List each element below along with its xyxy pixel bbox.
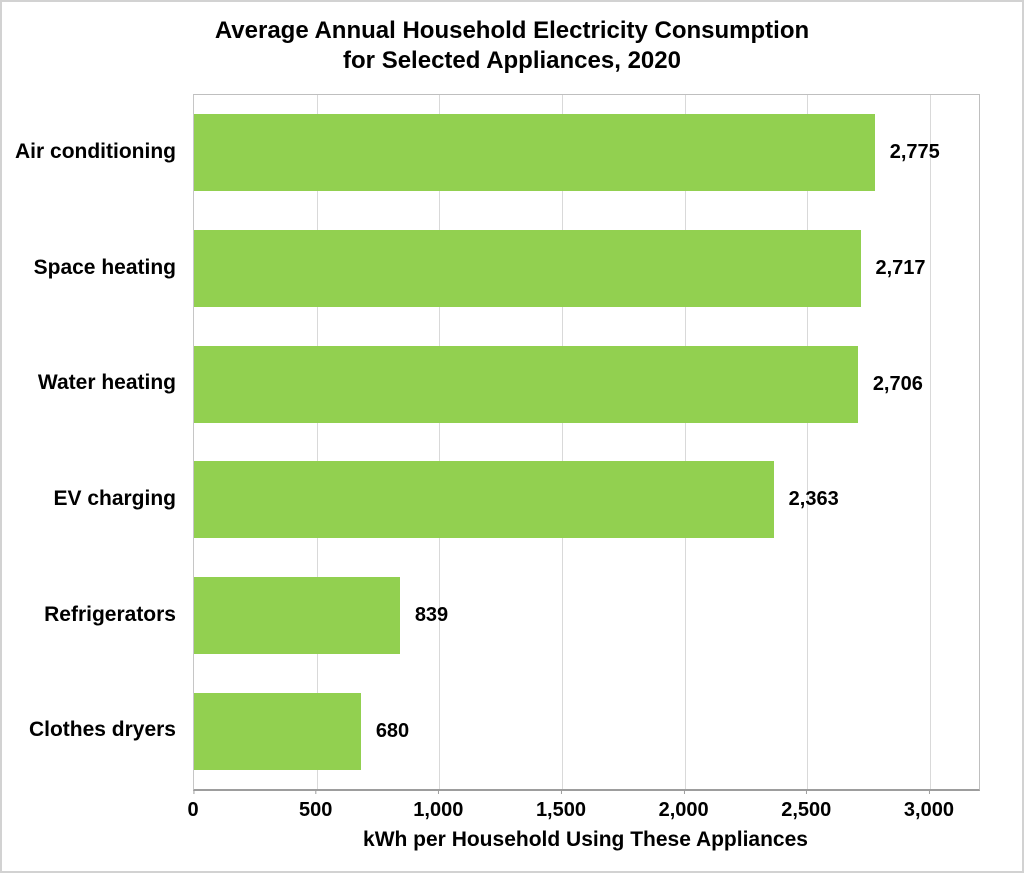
bar-value-label: 2,706 [872, 372, 923, 395]
bar [194, 345, 858, 423]
bar-value-label: 2,775 [889, 141, 940, 164]
x-tick-label: 3,000 [904, 790, 954, 822]
category-label: Air conditioning [15, 139, 176, 163]
category-label: Water heating [37, 371, 176, 395]
category-label: Refrigerators [44, 602, 176, 626]
x-tick-mark [193, 790, 194, 794]
x-tick-text: 3,000 [903, 799, 954, 821]
bar-row: 2,363 [194, 442, 979, 558]
category-axis-labels: Air conditioning Space heating Water heati… [2, 94, 176, 788]
bar-value-label: 680 [375, 719, 410, 742]
x-tick-text: 0 [187, 799, 199, 821]
bar-row: 2,775 [194, 95, 979, 211]
x-tick-text: 1,000 [413, 799, 464, 821]
x-tick-mark [683, 790, 685, 794]
chart-title: Average Annual Household Electricity Con… [2, 16, 1022, 76]
bar-row: 2,717 [194, 211, 979, 327]
x-tick-label: 2,500 [781, 790, 831, 822]
bar [194, 461, 774, 539]
x-tick-text: 1,500 [535, 799, 586, 821]
gridline-3000 [929, 95, 931, 789]
x-tick-mark [315, 790, 317, 794]
bar-value-label: 2,363 [788, 488, 839, 511]
gridline-500 [316, 95, 318, 789]
gridline-2500 [807, 95, 809, 789]
category-label: Space heating [33, 255, 176, 279]
x-tick-label: 0 [187, 790, 199, 822]
x-tick-text: 2,500 [781, 799, 832, 821]
x-axis-title: kWh per Household Using These Appliances [363, 828, 808, 851]
gridline-1000 [439, 95, 441, 789]
bar [194, 229, 861, 307]
x-tick-text: 2,000 [658, 799, 709, 821]
bar-row: 2,706 [194, 326, 979, 442]
category-label: Clothes dryers [28, 718, 176, 742]
bar [194, 114, 875, 192]
bar-row: 839 [194, 558, 979, 674]
gridline-2000 [684, 95, 686, 789]
bar-value-label: 2,717 [875, 256, 926, 279]
x-tick-mark [806, 790, 808, 794]
x-tick-label: 500 [299, 790, 332, 822]
gridline-1500 [561, 95, 563, 789]
bar-value-label: 839 [414, 603, 449, 626]
x-tick-mark [438, 790, 440, 794]
chart-title-line-2: for Selected Appliances, 2020 [343, 47, 681, 74]
x-tick-mark [928, 790, 930, 794]
x-tick-label: 2,000 [659, 790, 709, 822]
x-tick-mark [560, 790, 562, 794]
x-tick-text: 500 [298, 799, 333, 821]
category-label: EV charging [53, 486, 176, 510]
bar [194, 692, 361, 770]
bar [194, 576, 400, 654]
plot-area: 2,775 2,717 2,706 2,363 839 680 [193, 94, 980, 791]
x-tick-label: 1,500 [536, 790, 586, 822]
x-tick-label: 1,000 [413, 790, 463, 822]
x-axis-ticks: 0 500 1,000 1,500 2,000 2,500 3,000 [187, 790, 978, 824]
bar-row: 680 [194, 673, 979, 789]
chart-title-line-1: Average Annual Household Electricity Con… [214, 17, 810, 44]
